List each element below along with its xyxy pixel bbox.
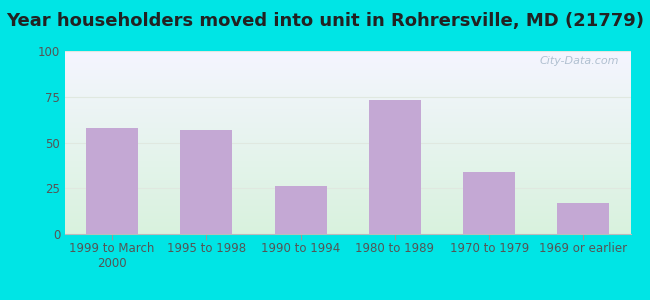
Bar xyxy=(558,203,609,234)
Bar xyxy=(463,172,515,234)
Text: City-Data.com: City-Data.com xyxy=(540,56,619,67)
Bar xyxy=(275,186,326,234)
Bar xyxy=(86,128,138,234)
Text: Year householders moved into unit in Rohrersville, MD (21779): Year householders moved into unit in Roh… xyxy=(6,12,644,30)
Bar xyxy=(369,100,421,234)
Bar xyxy=(181,130,232,234)
